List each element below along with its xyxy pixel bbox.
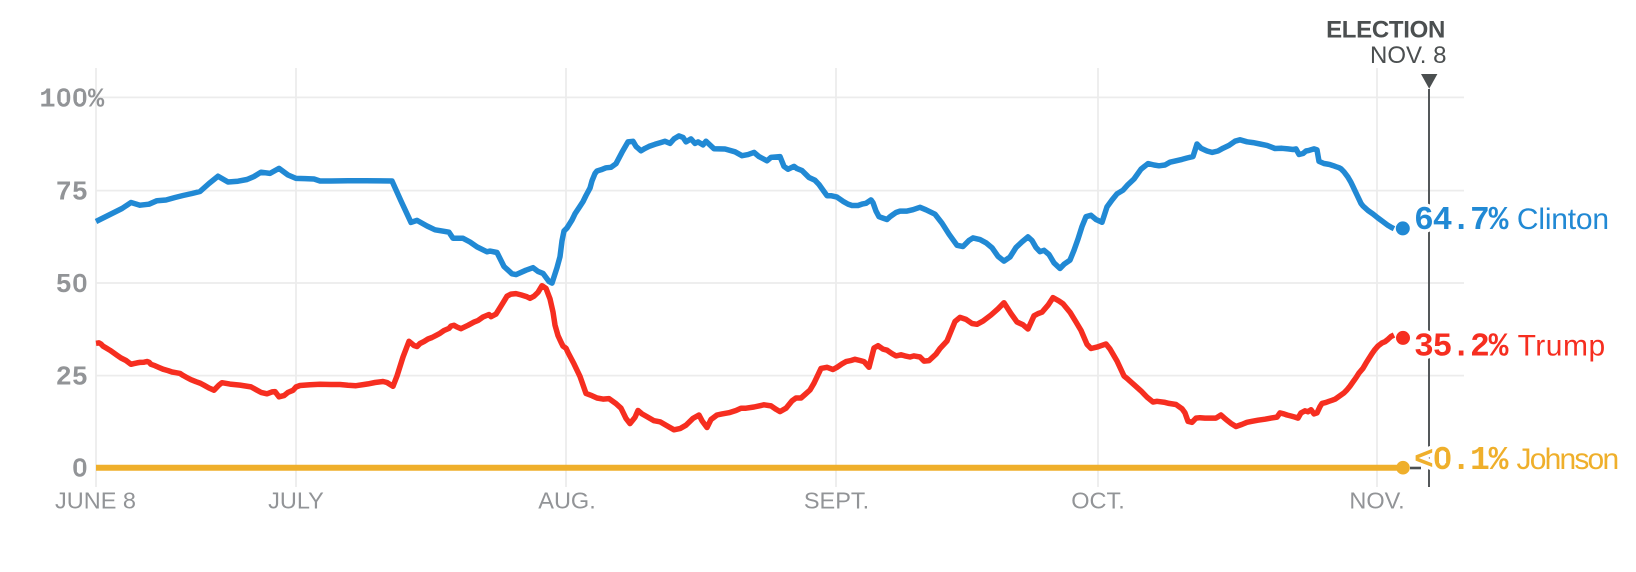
svg-text:ELECTION: ELECTION (1326, 17, 1445, 44)
svg-text:75: 75 (56, 179, 88, 209)
svg-text:OCT.: OCT. (1071, 488, 1125, 514)
svg-text:64.7% Clinton: 64.7% Clinton (1414, 202, 1609, 239)
svg-text:JULY: JULY (268, 488, 324, 514)
svg-text:NOV.: NOV. (1349, 488, 1404, 514)
svg-text:AUG.: AUG. (538, 488, 595, 514)
svg-text:<0.1% Johnson: <0.1% Johnson (1414, 442, 1617, 479)
svg-text:JUNE 8: JUNE 8 (55, 488, 136, 514)
svg-text:50: 50 (56, 271, 88, 301)
svg-text:%: % (88, 85, 105, 115)
svg-text:NOV. 8: NOV. 8 (1370, 42, 1447, 69)
svg-text:35.2% Trump: 35.2% Trump (1414, 328, 1606, 365)
svg-text:SEPT.: SEPT. (804, 488, 869, 514)
svg-text:25: 25 (56, 364, 88, 394)
